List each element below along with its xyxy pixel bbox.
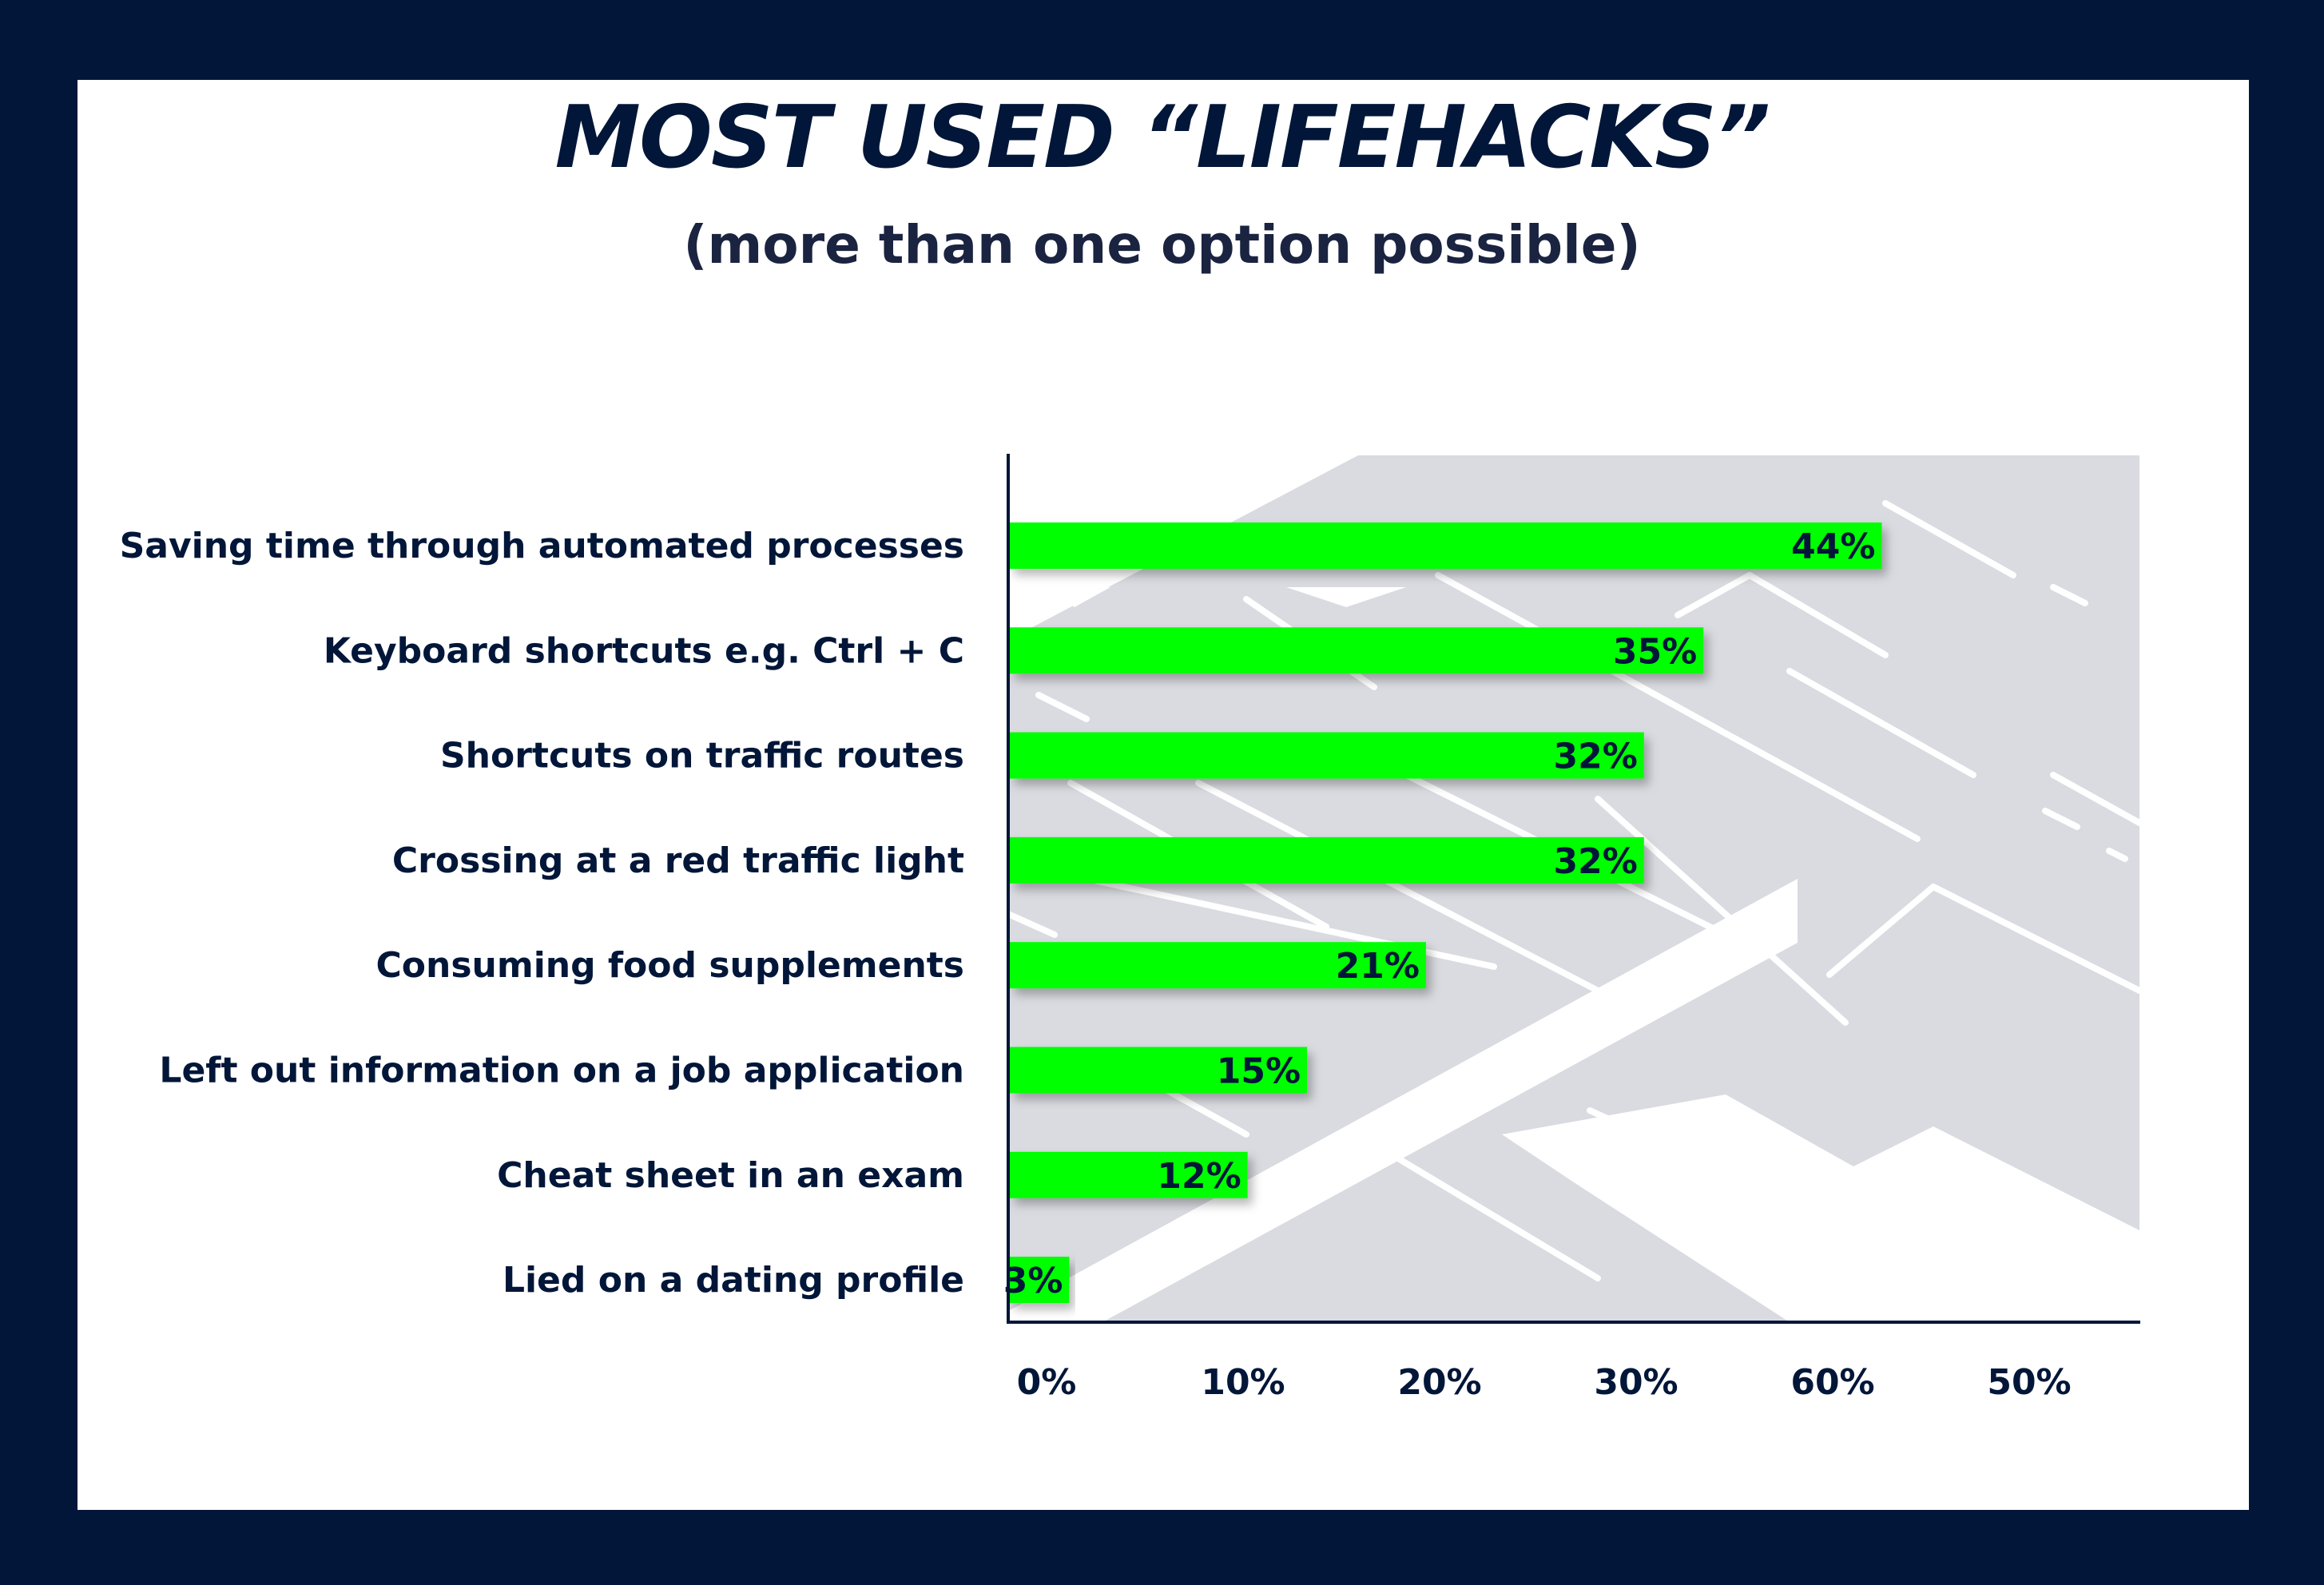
bar bbox=[1010, 732, 1644, 779]
x-tick-labels-group: 0% 10% 20% 30% 60% 50% bbox=[1017, 1362, 2072, 1403]
chart-title: MOST USED “LIFEHACKS” bbox=[554, 88, 1771, 188]
bar bbox=[1010, 627, 1704, 674]
value-label: 12% bbox=[1157, 1156, 1241, 1197]
x-tick-label: 30% bbox=[1594, 1362, 1678, 1403]
value-label: 32% bbox=[1553, 737, 1637, 777]
value-label: 15% bbox=[1217, 1051, 1301, 1092]
category-label: Cheat sheet in an exam bbox=[497, 1155, 964, 1196]
category-labels-group: Saving time through automated processes K… bbox=[120, 526, 964, 1301]
x-tick-label: 20% bbox=[1397, 1362, 1481, 1403]
value-label: 21% bbox=[1336, 946, 1420, 987]
background-white-notch bbox=[1286, 587, 1406, 607]
x-tick-label: 0% bbox=[1017, 1362, 1077, 1403]
value-label: 32% bbox=[1553, 841, 1637, 882]
x-tick-label: 50% bbox=[1987, 1362, 2071, 1403]
value-label: 3% bbox=[1003, 1261, 1063, 1301]
bar bbox=[1010, 1257, 1070, 1304]
x-tick-label: 60% bbox=[1790, 1362, 1874, 1403]
bar bbox=[1010, 942, 1426, 989]
x-tick-label: 10% bbox=[1201, 1362, 1285, 1403]
category-label: Left out information on a job applicatio… bbox=[159, 1051, 964, 1091]
category-label: Saving time through automated processes bbox=[120, 526, 964, 566]
bar bbox=[1010, 836, 1644, 884]
bar bbox=[1010, 522, 1882, 569]
value-label: 44% bbox=[1791, 526, 1875, 567]
chart-subtitle: (more than one option possible) bbox=[683, 214, 1641, 276]
category-label: Shortcuts on traffic routes bbox=[440, 736, 964, 777]
value-label: 35% bbox=[1613, 631, 1697, 672]
background-white-block bbox=[1502, 1094, 2139, 1322]
category-label: Consuming food supplements bbox=[375, 945, 964, 986]
category-label: Crossing at a red traffic light bbox=[392, 840, 964, 881]
category-label: Keyboard shortcuts e.g. Ctrl + C bbox=[324, 630, 964, 671]
value-labels-group: 44% 35% 32% 32% 21% 15% 12% 3% bbox=[1003, 526, 1876, 1301]
bar bbox=[1010, 1047, 1308, 1094]
bar bbox=[1010, 1151, 1248, 1198]
bars-group bbox=[1010, 522, 1882, 1304]
background-white-notch bbox=[1039, 587, 1110, 607]
category-label: Lied on a dating profile bbox=[503, 1260, 964, 1301]
